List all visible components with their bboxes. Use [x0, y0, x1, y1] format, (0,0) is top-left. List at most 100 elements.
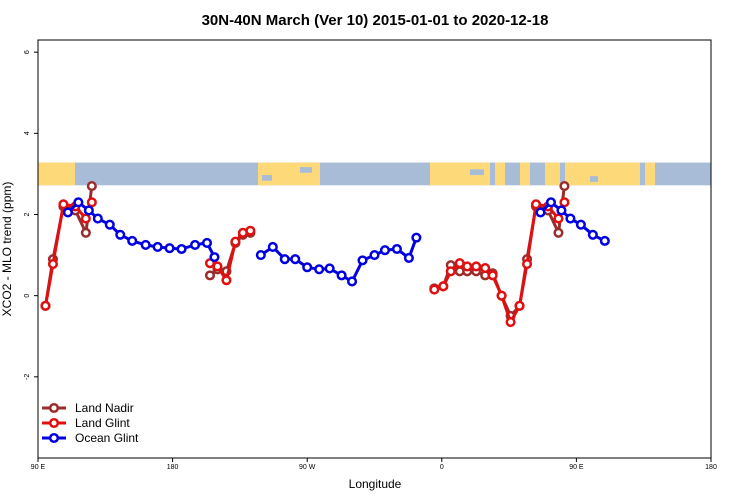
- data-point-ocean-glint: [545, 197, 557, 208]
- data-point-land-nadir: [553, 227, 564, 238]
- map-land: [545, 162, 560, 186]
- data-point-ocean-glint: [83, 205, 94, 216]
- data-point-ocean-glint: [115, 229, 126, 240]
- data-point-ocean-glint: [209, 252, 220, 263]
- map-land: [520, 162, 530, 186]
- data-point-land-glint: [480, 263, 491, 274]
- map-land: [430, 162, 455, 186]
- data-point-ocean-glint: [357, 255, 368, 266]
- y-tick-label: -2: [24, 374, 31, 380]
- y-tick-label: 0: [24, 294, 31, 298]
- data-point-ocean-glint: [267, 241, 278, 253]
- legend-marker-ocean-glint: [48, 432, 60, 444]
- x-tick-label: 180: [167, 464, 179, 471]
- legend-label-land-glint: Land Glint: [75, 416, 130, 430]
- data-point-ocean-glint: [73, 197, 84, 208]
- data-point-ocean-glint: [411, 232, 422, 243]
- series-ocean-glint: [62, 197, 610, 287]
- data-point-ocean-glint: [587, 229, 598, 240]
- data-point-ocean-glint: [164, 243, 175, 254]
- x-axis-label: Longitude: [349, 477, 402, 491]
- data-point-land-nadir: [204, 270, 216, 281]
- y-axis: -2 0 2 4 6: [24, 50, 38, 380]
- data-point-land-glint: [553, 213, 564, 224]
- x-axis: 90 E 180 90 W 0 90 E 180: [31, 458, 717, 471]
- data-point-land-nadir: [559, 181, 570, 192]
- data-point-ocean-glint: [347, 276, 358, 287]
- y-axis-label: XCO2 - MLO trend (ppm): [0, 182, 14, 317]
- data-point-land-nadir: [86, 181, 97, 192]
- x-tick-label: 90 W: [299, 464, 316, 471]
- data-point-ocean-glint: [314, 264, 325, 275]
- legend-marker-land-glint: [48, 417, 60, 429]
- data-point-land-glint: [521, 258, 533, 270]
- map-land: [495, 162, 505, 186]
- data-point-ocean-glint: [104, 219, 115, 230]
- data-point-land-glint: [80, 213, 91, 224]
- world-map-strip: [38, 162, 711, 186]
- data-point-land-glint: [462, 261, 473, 272]
- data-point-ocean-glint: [403, 252, 414, 263]
- y-tick-label: 6: [24, 50, 31, 54]
- data-point-land-glint: [245, 225, 256, 236]
- data-point-land-glint: [505, 316, 516, 328]
- legend-marker-land-nadir: [48, 402, 60, 414]
- map-land: [38, 162, 75, 186]
- data-point-land-glint: [445, 266, 456, 277]
- data-point-land-glint: [487, 270, 498, 281]
- plot-frame: [37, 39, 712, 459]
- data-point-ocean-glint: [279, 254, 290, 265]
- data-point-ocean-glint: [127, 235, 138, 246]
- data-point-ocean-glint: [391, 243, 402, 255]
- data-point-land-glint: [429, 284, 440, 295]
- x-tick-label: 180: [705, 464, 717, 471]
- data-point-ocean-glint: [599, 235, 610, 246]
- data-point-land-glint: [471, 261, 482, 272]
- map-ocean: [300, 167, 312, 173]
- data-point-ocean-glint: [556, 205, 567, 216]
- map-ocean: [590, 176, 598, 182]
- data-point-land-glint: [221, 275, 232, 286]
- data-point-land-glint: [86, 197, 97, 208]
- data-point-ocean-glint: [324, 263, 335, 274]
- series-line-land-glint: [433, 201, 566, 324]
- data-point-ocean-glint: [201, 237, 213, 248]
- data-point-ocean-glint: [176, 243, 187, 255]
- data-point-ocean-glint: [92, 213, 103, 224]
- map-ocean: [470, 169, 484, 176]
- data-point-ocean-glint: [302, 262, 313, 273]
- data-point-ocean-glint: [152, 241, 163, 253]
- data-point-land-glint: [496, 290, 507, 301]
- data-point-ocean-glint: [336, 270, 347, 281]
- map-ocean: [38, 162, 711, 186]
- data-point-land-nadir: [80, 227, 91, 238]
- x-tick-label: 0: [440, 464, 444, 471]
- y-tick-label: 2: [24, 212, 31, 216]
- data-point-land-glint: [438, 281, 449, 292]
- data-point-ocean-glint: [62, 207, 73, 218]
- data-point-ocean-glint: [290, 254, 301, 265]
- data-point-ocean-glint: [140, 239, 151, 250]
- data-point-land-glint: [212, 261, 223, 272]
- data-point-land-glint: [530, 199, 542, 210]
- map-land: [258, 162, 320, 186]
- data-point-ocean-glint: [189, 239, 201, 250]
- data-point-ocean-glint: [255, 250, 266, 261]
- data-point-land-glint: [58, 199, 69, 210]
- data-point-land-glint: [40, 300, 51, 311]
- data-point-ocean-glint: [369, 250, 380, 261]
- series-layer: [40, 181, 610, 328]
- data-point-ocean-glint: [379, 245, 391, 256]
- data-point-land-glint: [230, 236, 241, 247]
- x-tick-label: 90 E: [569, 464, 584, 471]
- data-point-ocean-glint: [575, 219, 586, 230]
- y-tick-label: 4: [24, 131, 31, 135]
- map-land: [600, 162, 640, 186]
- data-point-ocean-glint: [565, 213, 576, 224]
- chart-title: 30N-40N March (Ver 10) 2015-01-01 to 202…: [202, 12, 549, 29]
- map-ocean: [262, 175, 272, 181]
- data-point-ocean-glint: [535, 207, 546, 218]
